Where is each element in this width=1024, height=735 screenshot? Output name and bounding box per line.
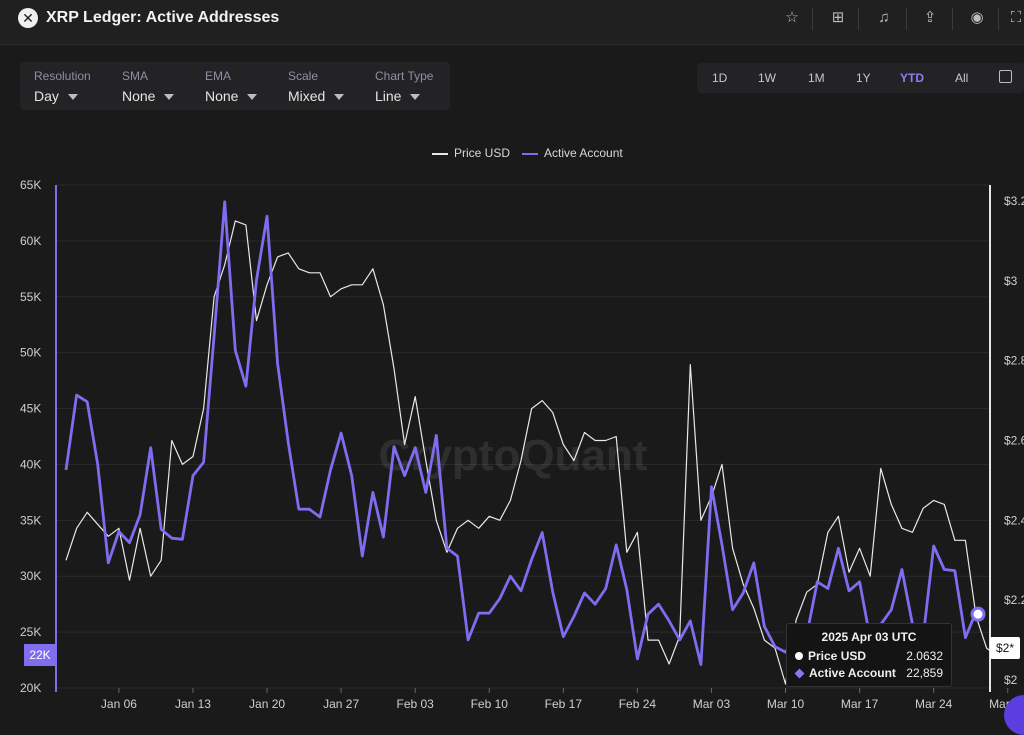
- y-right-tick-label: $3: [1004, 274, 1018, 288]
- share-icon[interactable]: ⇪: [923, 9, 937, 26]
- x-tick-label: Feb 10: [471, 697, 509, 711]
- y-left-tick-label: 50K: [20, 346, 41, 360]
- resolution-label: Resolution: [34, 69, 91, 83]
- top-bar: ✕ XRP Ledger: Active Addresses ☆ ⊞ ♫ ⇪ ◉…: [0, 0, 1024, 45]
- xrp-logo-icon: ✕: [18, 8, 38, 28]
- legend-swatch-active: [522, 152, 538, 155]
- x-tick-label: Feb 17: [545, 697, 583, 711]
- chevron-down-icon: [334, 94, 345, 101]
- y-left-tick-label: 45K: [20, 402, 41, 416]
- tooltip-date: 2025 Apr 03 UTC: [821, 630, 917, 644]
- time-range-selector: 1D 1W 1M 1Y YTD All: [697, 63, 1024, 93]
- x-tick-label: Jan 20: [249, 697, 285, 711]
- chevron-down-icon: [67, 94, 78, 101]
- left-axis-crosshair-badge: 22K: [24, 644, 56, 666]
- chevron-down-icon: [247, 94, 258, 101]
- chart-type-label: Chart Type: [375, 69, 434, 83]
- range-1d[interactable]: 1D: [712, 71, 728, 85]
- tooltip-row-price: Price USD 2.0632: [795, 649, 943, 663]
- legend-item-active[interactable]: Active Account: [522, 146, 623, 160]
- x-tick-label: Feb 03: [397, 697, 435, 711]
- y-left-tick-label: 20K: [20, 681, 41, 695]
- scale-value: Mixed: [288, 88, 326, 104]
- tooltip-price-value: 2.0632: [906, 649, 943, 663]
- series-line-active: [64, 200, 978, 666]
- resolution-select[interactable]: Resolution Day: [34, 69, 91, 104]
- y-left-tick-label: 60K: [20, 234, 41, 248]
- resolution-value: Day: [34, 88, 59, 104]
- range-1w[interactable]: 1W: [758, 71, 776, 85]
- legend-swatch-price: [432, 152, 448, 155]
- x-tick-label: Mar 24: [915, 697, 953, 711]
- x-tick-label: Mar 17: [841, 697, 879, 711]
- y-right-tick-label: $2.8: [1004, 354, 1024, 368]
- camera-icon[interactable]: ◉: [970, 9, 984, 26]
- x-tick-label: Mar 10: [767, 697, 805, 711]
- page-title: XRP Ledger: Active Addresses: [46, 9, 280, 26]
- tooltip-active-value: 22,859: [906, 666, 943, 680]
- y-left-tick-label: 35K: [20, 513, 41, 527]
- toolbar-divider: [952, 8, 953, 30]
- help-chat-icon[interactable]: [1004, 695, 1024, 735]
- y-right-tick-label: $3.2: [1004, 194, 1024, 208]
- y-left-tick-label: 30K: [20, 569, 41, 583]
- chevron-down-icon: [164, 94, 175, 101]
- diamond-icon: [794, 668, 805, 679]
- scale-select[interactable]: Scale Mixed: [288, 69, 345, 104]
- y-right-tick-label: $2.4: [1004, 513, 1024, 527]
- fullscreen-icon[interactable]: ⛶: [1010, 9, 1022, 26]
- chevron-down-icon: [410, 94, 421, 101]
- toolbar-divider: [858, 8, 859, 30]
- range-1y[interactable]: 1Y: [856, 71, 871, 85]
- calendar-icon[interactable]: [999, 70, 1012, 83]
- y-left-tick-label: 55K: [20, 290, 41, 304]
- x-tick-label: Jan 27: [323, 697, 359, 711]
- chart-controls: Resolution Day SMA None EMA None Scale M…: [20, 62, 450, 110]
- last-point-marker: [970, 606, 986, 622]
- x-tick-label: Mar 03: [693, 697, 731, 711]
- folder-plus-icon[interactable]: ⊞: [831, 9, 845, 26]
- toolbar-divider: [812, 8, 813, 30]
- ema-label: EMA: [205, 69, 232, 83]
- y-left-tick-label: 40K: [20, 457, 41, 471]
- star-icon[interactable]: ☆: [785, 9, 799, 26]
- range-1m[interactable]: 1M: [808, 71, 825, 85]
- ema-select[interactable]: EMA None: [205, 69, 258, 104]
- legend-label-active: Active Account: [544, 146, 623, 160]
- sma-value: None: [122, 88, 156, 104]
- series-line-price: [65, 220, 1019, 685]
- y-right-tick-label: $2: [1004, 673, 1018, 687]
- y-left-tick-label: 25K: [20, 625, 41, 639]
- x-tick-label: Jan 06: [101, 697, 137, 711]
- y-right-tick-label: $2.6: [1004, 433, 1024, 447]
- x-tick-label: Jan 13: [175, 697, 211, 711]
- scale-label: Scale: [288, 69, 319, 83]
- chart-tooltip: 2025 Apr 03 UTC Price USD 2.0632 Active …: [786, 623, 952, 687]
- tooltip-price-label: Price USD: [808, 649, 867, 663]
- line-chart[interactable]: 20K 25K 30K 35K 40K 45K 50K 55K 60K 65K $2 $2.2 $2.4…: [0, 170, 1024, 732]
- toolbar-divider: [998, 8, 999, 30]
- legend-item-price[interactable]: Price USD: [432, 146, 510, 160]
- bell-icon[interactable]: ♫: [878, 9, 890, 26]
- tooltip-row-active: Active Account 22,859: [794, 666, 943, 680]
- toolbar-divider: [906, 8, 907, 30]
- sma-select[interactable]: SMA None: [122, 69, 175, 104]
- sma-label: SMA: [122, 69, 149, 83]
- range-all[interactable]: All: [955, 71, 969, 85]
- legend-label-price: Price USD: [454, 146, 511, 160]
- tooltip-active-label: Active Account: [809, 666, 896, 680]
- chart-type-value: Line: [375, 88, 402, 104]
- right-axis-crosshair-badge: $2*: [990, 637, 1020, 659]
- x-tick-label: Feb 24: [619, 697, 657, 711]
- chart-type-select[interactable]: Chart Type Line: [375, 69, 433, 104]
- y-left-tick-label: 65K: [20, 178, 41, 192]
- circle-icon: [795, 652, 803, 660]
- range-ytd[interactable]: YTD: [900, 71, 924, 85]
- y-right-tick-label: $2.2: [1004, 593, 1024, 607]
- ema-value: None: [205, 88, 239, 104]
- watermark-logo: CryptoQuant: [379, 431, 648, 480]
